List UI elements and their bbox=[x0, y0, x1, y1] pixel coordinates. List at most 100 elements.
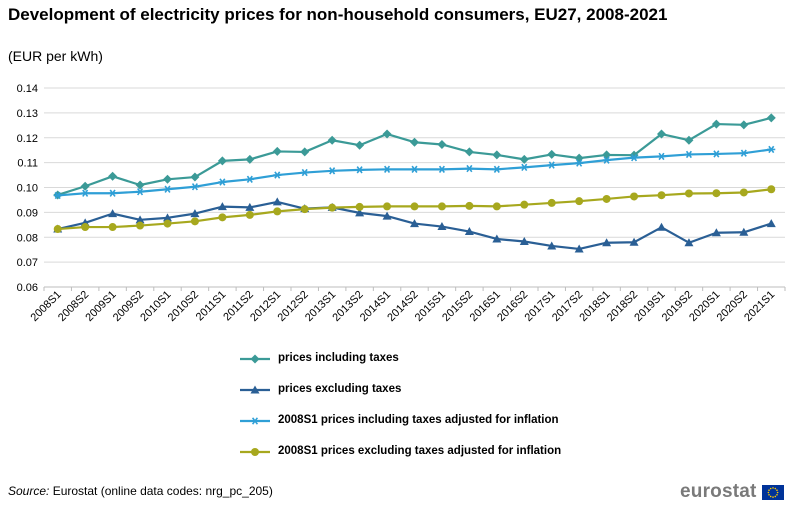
data-point bbox=[81, 189, 90, 197]
data-point bbox=[190, 183, 199, 191]
data-point bbox=[53, 191, 62, 200]
data-point bbox=[108, 209, 118, 218]
data-point bbox=[657, 152, 666, 161]
data-point bbox=[767, 145, 776, 154]
series-markers-3 bbox=[53, 145, 776, 200]
legend-label: 2008S1 prices including taxes adjusted f… bbox=[278, 414, 559, 426]
y-tick-label: 0.06 bbox=[17, 282, 38, 294]
eu-flag-icon bbox=[761, 484, 784, 500]
data-point bbox=[410, 165, 419, 174]
data-point bbox=[81, 223, 90, 232]
x-tick-label: 2010S2 bbox=[166, 289, 201, 324]
data-point bbox=[766, 113, 776, 123]
data-point bbox=[218, 213, 227, 222]
data-point bbox=[574, 244, 584, 253]
y-tick-label: 0.09 bbox=[17, 207, 38, 219]
data-point bbox=[684, 135, 694, 145]
data-point bbox=[684, 238, 694, 247]
legend-label: prices including taxes bbox=[278, 352, 399, 364]
data-point bbox=[53, 225, 62, 234]
data-point bbox=[80, 181, 90, 191]
data-point bbox=[465, 164, 474, 173]
data-point bbox=[300, 168, 309, 177]
data-point bbox=[766, 219, 776, 228]
data-point bbox=[547, 149, 557, 159]
data-point bbox=[602, 150, 612, 160]
data-point bbox=[739, 120, 749, 130]
data-point bbox=[437, 165, 446, 174]
source-note: Source: Eurostat (online data codes: nrg… bbox=[8, 484, 273, 498]
legend-marker bbox=[250, 354, 260, 364]
data-point bbox=[245, 175, 254, 183]
data-point bbox=[492, 150, 502, 160]
line-chart: 0.060.070.080.090.100.110.120.130.142008… bbox=[17, 83, 786, 324]
data-point bbox=[437, 222, 447, 231]
data-point bbox=[437, 139, 447, 149]
data-point bbox=[547, 198, 556, 207]
source-text: Eurostat (online data codes: nrg_pc_205) bbox=[49, 484, 273, 498]
data-point bbox=[163, 174, 172, 184]
data-point bbox=[355, 166, 364, 174]
data-point bbox=[547, 161, 556, 169]
data-point bbox=[245, 202, 255, 211]
legend-marker bbox=[251, 417, 259, 425]
data-point bbox=[190, 172, 200, 182]
legend-swatch bbox=[240, 354, 270, 364]
data-point bbox=[739, 227, 749, 236]
y-tick-label: 0.07 bbox=[17, 257, 38, 269]
data-point bbox=[245, 154, 255, 164]
data-point bbox=[492, 202, 501, 211]
y-tick-label: 0.12 bbox=[17, 133, 38, 145]
chart-title: Development of electricity prices for no… bbox=[8, 5, 668, 24]
data-point bbox=[328, 167, 337, 175]
data-point bbox=[190, 217, 199, 226]
y-tick-label: 0.11 bbox=[17, 158, 38, 170]
data-point bbox=[108, 171, 118, 181]
data-point bbox=[135, 215, 145, 224]
data-point bbox=[383, 165, 392, 174]
data-point bbox=[382, 211, 392, 220]
legend-label: 2008S1 prices excluding taxes adjusted f… bbox=[278, 445, 562, 457]
data-point bbox=[739, 188, 748, 197]
legend-marker bbox=[251, 448, 259, 456]
y-tick-label: 0.13 bbox=[17, 108, 38, 120]
data-point bbox=[711, 119, 721, 129]
chart-subtitle: (EUR per kWh) bbox=[8, 48, 103, 64]
data-point bbox=[163, 219, 172, 228]
data-point bbox=[602, 238, 612, 247]
data-point bbox=[712, 150, 721, 158]
y-tick-label: 0.10 bbox=[17, 183, 38, 195]
data-point bbox=[355, 208, 365, 217]
data-point bbox=[630, 153, 639, 162]
data-point bbox=[602, 194, 611, 203]
data-point bbox=[629, 237, 639, 246]
legend-swatch bbox=[240, 417, 270, 425]
data-point bbox=[575, 159, 584, 167]
legend-swatch bbox=[240, 385, 270, 394]
data-point bbox=[300, 205, 309, 214]
data-point bbox=[355, 202, 364, 211]
data-point bbox=[520, 163, 529, 172]
data-point bbox=[273, 171, 282, 179]
data-point bbox=[327, 135, 337, 145]
data-point bbox=[602, 156, 611, 164]
data-point bbox=[684, 189, 693, 198]
data-point bbox=[711, 228, 721, 237]
data-point bbox=[739, 149, 748, 157]
data-point bbox=[245, 210, 254, 219]
data-point bbox=[217, 156, 227, 166]
x-tick-label: 2021S1 bbox=[742, 289, 777, 324]
data-point bbox=[190, 209, 200, 218]
data-point bbox=[465, 201, 474, 210]
legend-label: prices excluding taxes bbox=[278, 383, 402, 395]
data-point bbox=[163, 185, 172, 193]
data-point bbox=[272, 197, 282, 206]
data-point bbox=[136, 188, 145, 196]
data-point bbox=[574, 153, 584, 163]
data-point bbox=[519, 154, 529, 164]
data-point bbox=[383, 202, 392, 211]
data-point bbox=[272, 146, 282, 156]
data-point bbox=[575, 197, 584, 206]
series-markers-1 bbox=[53, 113, 776, 200]
data-point bbox=[136, 221, 145, 230]
